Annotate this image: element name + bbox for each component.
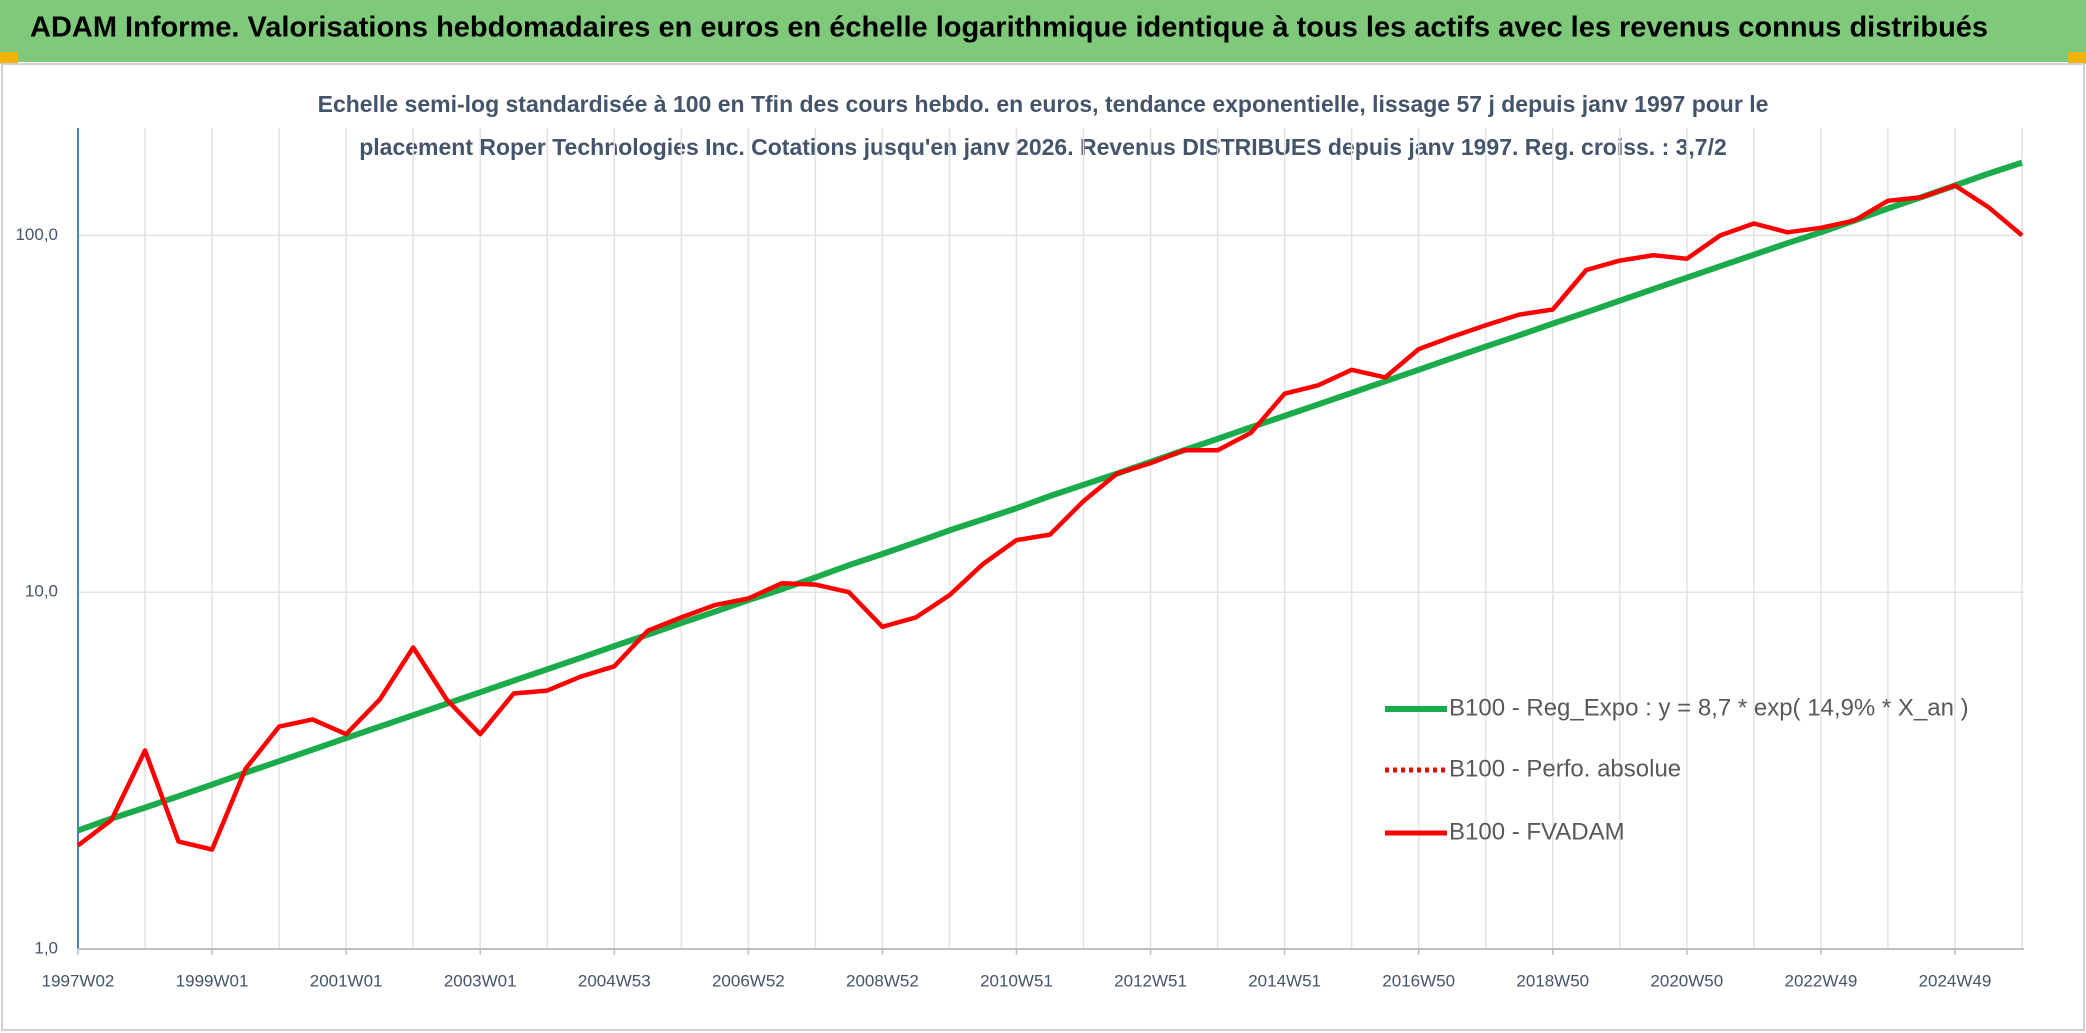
- series-line: [77, 159, 2023, 834]
- x-tick-label: 1997W02: [42, 971, 115, 990]
- x-tick-label: 2003W01: [444, 971, 517, 990]
- x-tick-label: 2018W50: [1516, 971, 1589, 990]
- x-tick-label: 2012W51: [1114, 971, 1187, 990]
- x-tick-label: 2006W52: [712, 971, 785, 990]
- legend-label: B100 - FVADAM: [1449, 818, 1625, 845]
- chart-title: ADAM Informe. Valorisations hebdomadaire…: [30, 12, 1988, 44]
- x-tick-label: 2001W01: [310, 971, 383, 990]
- x-tick-label: 2020W50: [1650, 971, 1723, 990]
- y-tick-label: 10,0: [25, 582, 58, 601]
- corner-mark: [2068, 52, 2086, 64]
- legend-label: B100 - Reg_Expo : y = 8,7 * exp( 14,9% *…: [1449, 694, 1969, 721]
- x-tick-label: 2022W49: [1785, 971, 1858, 990]
- title-banner: [0, 0, 2086, 62]
- chart-frame: [1, 63, 2085, 1031]
- x-tick-label: 2024W49: [1919, 971, 1992, 990]
- x-tick-label: 2010W51: [980, 971, 1053, 990]
- corner-mark: [0, 52, 18, 64]
- series-line: [76, 183, 2024, 852]
- y-tick-label: 1,0: [34, 938, 58, 957]
- x-tick-label: 2008W52: [846, 971, 919, 990]
- x-tick-label: 1999W01: [176, 971, 249, 990]
- chart-subtitle: Echelle semi-log standardisée à 100 en T…: [318, 91, 1769, 117]
- legend-label: B100 - Perfo. absolue: [1449, 755, 1681, 782]
- x-tick-label: 2016W50: [1382, 971, 1455, 990]
- y-tick-label: 100,0: [15, 225, 58, 244]
- x-tick-label: 2014W51: [1248, 971, 1321, 990]
- x-tick-label: 2004W53: [578, 971, 651, 990]
- chart-subtitle: placement Roper Technologies Inc. Cotati…: [359, 134, 1727, 160]
